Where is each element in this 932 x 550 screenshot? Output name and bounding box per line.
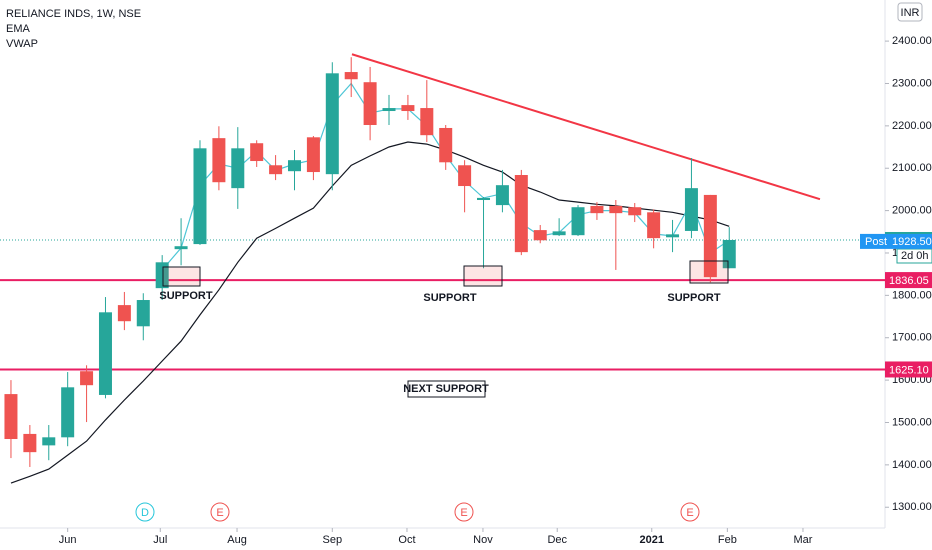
price-label: 1625.10: [889, 364, 929, 376]
candle-body: [4, 394, 18, 440]
candle-body: [287, 160, 301, 172]
candle-body: [363, 82, 377, 126]
trend-line: [351, 53, 821, 201]
candle-body: [401, 105, 415, 112]
candle-body: [325, 73, 339, 175]
y-tick-label: 2400.00: [892, 35, 932, 47]
candle-body: [193, 148, 207, 245]
event-marker: [210, 502, 230, 522]
x-tick-label: Aug: [227, 534, 247, 546]
countdown: 2d 0h: [901, 250, 929, 262]
x-tick-label: Sep: [323, 534, 343, 546]
candle-body: [382, 108, 396, 112]
candle-body: [609, 205, 623, 214]
legend-title: RELIANCE INDS, 1W, NSE: [6, 8, 141, 20]
y-tick-label: 1500.00: [892, 416, 932, 428]
candle-body: [684, 188, 698, 231]
annotation: SUPPORT: [159, 290, 212, 302]
candle-body: [495, 185, 509, 206]
candle-body: [250, 143, 264, 162]
post-price: 1928.50: [892, 236, 932, 248]
support-box: [162, 266, 201, 287]
event-label: E: [460, 507, 467, 519]
candle-body: [306, 137, 320, 173]
y-tick-label: 2000.00: [892, 205, 932, 217]
candle-body: [155, 262, 169, 289]
candle-body: [628, 207, 642, 216]
price-label-box: [885, 361, 932, 378]
event-label: D: [141, 507, 149, 519]
x-tick-label: 2021: [640, 534, 664, 546]
candle-body: [703, 194, 717, 278]
marks: [0, 53, 885, 484]
candle-body: [269, 165, 283, 175]
price-label: 1836.05: [889, 275, 929, 287]
x-tick-label: Feb: [718, 534, 737, 546]
candle-body: [80, 371, 94, 386]
x-tick-label: Oct: [398, 534, 415, 546]
event-marker: [454, 502, 474, 522]
candle-body: [420, 108, 434, 136]
candle-body: [136, 300, 150, 327]
candle-body: [514, 175, 528, 253]
y-tick-label: 2300.00: [892, 77, 932, 89]
candle-body: [666, 234, 680, 238]
price-label-box: [885, 272, 932, 289]
candle-body: [117, 305, 131, 322]
annotation: SUPPORT: [423, 292, 476, 304]
next-support-box: [407, 380, 486, 398]
candle-body: [533, 230, 547, 241]
candle-body: [552, 231, 566, 236]
candle-body: [477, 197, 491, 201]
x-tick-label: Dec: [547, 534, 567, 546]
candle-body: [212, 138, 226, 183]
countdown-box: [896, 248, 932, 264]
candle-body: [98, 312, 112, 395]
candle-body: [344, 72, 358, 80]
y-tick-label: 2100.00: [892, 162, 932, 174]
legend-entry: EMA: [6, 23, 31, 35]
y-tick-label: 1700.00: [892, 332, 932, 344]
event-label: E: [686, 507, 693, 519]
post-price-box: [860, 233, 932, 249]
legend-entry: VWAP: [6, 38, 38, 50]
post-label: Post: [865, 236, 887, 248]
annotation: NEXT SUPPORT: [403, 383, 489, 395]
candle-body: [458, 165, 472, 187]
x-tick-label: Nov: [473, 534, 493, 546]
currency[interactable]: INR: [901, 7, 920, 19]
candle-body: [61, 387, 75, 438]
candle-body: [571, 207, 585, 236]
candle-body: [42, 437, 56, 446]
candle-body: [231, 148, 245, 189]
currency-box[interactable]: [897, 2, 923, 22]
x-tick-label: Jun: [59, 534, 77, 546]
candle-body: [590, 205, 604, 214]
y-tick-label: 1300.00: [892, 501, 932, 513]
event-marker: [135, 502, 155, 522]
candle-body: [439, 127, 453, 163]
indicator-line: [10, 141, 730, 484]
event-label: E: [216, 507, 223, 519]
candle-body: [23, 433, 37, 453]
support-box: [689, 260, 729, 284]
event-marker: [680, 502, 700, 522]
candle-body: [647, 212, 661, 239]
x-tick-label: Jul: [153, 534, 167, 546]
support-box: [463, 265, 503, 287]
y-tick-label: 1800.00: [892, 289, 932, 301]
x-tick-label: Mar: [793, 534, 812, 546]
annotation: SUPPORT: [667, 292, 720, 304]
y-tick-label: 1400.00: [892, 459, 932, 471]
candle-body: [174, 246, 188, 250]
y-tick-label: 2200.00: [892, 120, 932, 132]
